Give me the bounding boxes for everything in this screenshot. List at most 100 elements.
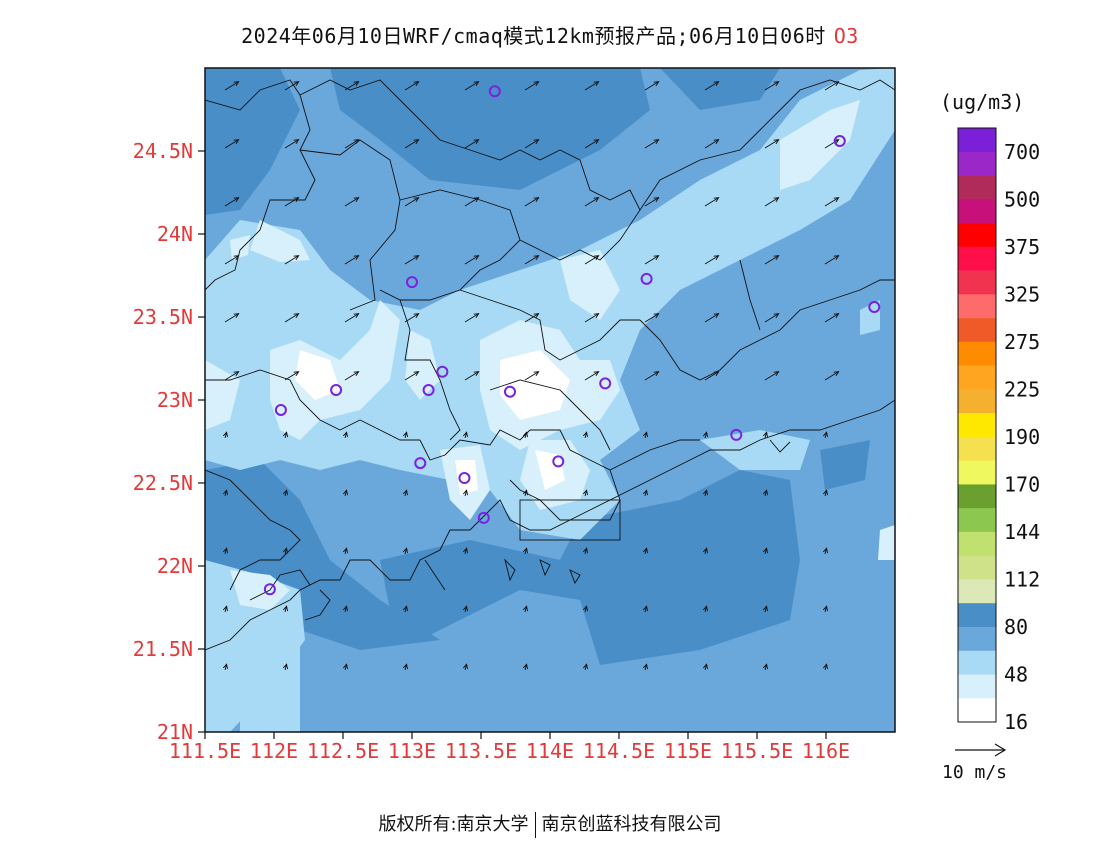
wind-arrow bbox=[344, 371, 360, 381]
wind-arrow bbox=[824, 197, 840, 207]
lat-tick-label: 23N bbox=[157, 388, 193, 412]
wind-arrow bbox=[522, 605, 528, 613]
wind-arrow bbox=[584, 371, 600, 381]
lat-tick-label: 23.5N bbox=[133, 305, 193, 329]
station-marker bbox=[406, 276, 418, 289]
colorbar-swatch bbox=[958, 579, 996, 604]
wind-arrow bbox=[464, 139, 480, 149]
station-marker bbox=[868, 301, 881, 314]
colorbar-label: 275 bbox=[1004, 330, 1040, 354]
lat-tick-label: 22N bbox=[157, 554, 193, 578]
wind-arrow bbox=[282, 547, 288, 555]
wind-arrow bbox=[584, 139, 600, 149]
company-text: 南京创蓝科技有限公司 bbox=[541, 814, 722, 835]
wind-arrow bbox=[644, 371, 660, 381]
wind-arrow bbox=[764, 81, 780, 91]
wind-arrow bbox=[582, 605, 588, 613]
colorbar-swatch bbox=[958, 294, 996, 319]
wind-arrow bbox=[644, 197, 660, 207]
colorbar-label: 225 bbox=[1004, 377, 1040, 401]
wind-arrow bbox=[222, 489, 228, 497]
wind-arrow bbox=[764, 139, 780, 149]
wind-arrow bbox=[822, 431, 828, 439]
wind-arrow bbox=[342, 605, 348, 613]
wind-arrow bbox=[404, 255, 420, 265]
wind-arrow bbox=[224, 139, 240, 149]
wind-arrow bbox=[644, 313, 660, 323]
wind-arrow bbox=[284, 313, 300, 323]
colorbar-swatch bbox=[958, 626, 996, 652]
wind-arrow bbox=[762, 605, 768, 613]
wind-arrow bbox=[822, 547, 828, 555]
colorbar-swatch bbox=[958, 531, 996, 556]
colorbar-label: 700 bbox=[1004, 140, 1040, 164]
wind-arrow bbox=[282, 605, 288, 613]
wind-arrow bbox=[584, 313, 600, 323]
colorbar-label: 112 bbox=[1004, 567, 1040, 591]
colorbar-swatch bbox=[958, 389, 996, 414]
wind-arrow bbox=[284, 371, 300, 381]
station-marker bbox=[414, 457, 427, 470]
wind-arrow bbox=[284, 81, 300, 91]
wind-arrow bbox=[342, 547, 348, 555]
wind-arrow bbox=[344, 139, 360, 149]
wind-arrow bbox=[704, 81, 720, 91]
station-marker bbox=[330, 384, 343, 397]
lon-tick-label: 113.5E bbox=[445, 739, 517, 763]
wind-arrow bbox=[644, 81, 660, 91]
wind-reference-arrow bbox=[955, 743, 1007, 757]
wind-arrow bbox=[644, 139, 660, 149]
wind-arrow bbox=[464, 197, 480, 207]
station-marker bbox=[599, 377, 612, 390]
wind-arrow bbox=[282, 431, 288, 439]
lon-tick-label: 115.5E bbox=[721, 739, 793, 763]
wind-arrow bbox=[522, 431, 528, 439]
colorbar-label: 16 bbox=[1004, 710, 1028, 734]
colorbar-swatch bbox=[958, 199, 996, 224]
colorbar-label: 170 bbox=[1004, 472, 1040, 496]
colorbar-unit: (ug/m3) bbox=[940, 90, 1025, 114]
wind-arrow bbox=[462, 489, 468, 497]
copyright-text: 版权所有:南京大学 bbox=[378, 814, 529, 835]
colorbar-swatch bbox=[958, 674, 996, 699]
lon-tick-label: 112E bbox=[250, 739, 298, 763]
colorbar-label: 80 bbox=[1004, 615, 1028, 639]
colorbar-swatch bbox=[958, 508, 996, 533]
lat-tick-label: 21.5N bbox=[133, 637, 193, 661]
colorbar-swatch bbox=[958, 413, 996, 438]
station-marker bbox=[263, 583, 276, 596]
colorbar-swatch bbox=[958, 436, 996, 461]
wind-arrow bbox=[344, 81, 360, 91]
pollutant-label: O3 bbox=[833, 24, 859, 48]
colorbar-label: 48 bbox=[1004, 662, 1028, 686]
colorbar-swatch bbox=[958, 698, 996, 723]
station-marker bbox=[436, 365, 449, 378]
wind-arrow bbox=[344, 197, 360, 207]
wind-arrow bbox=[222, 663, 228, 671]
footer-separator bbox=[534, 812, 536, 838]
station-marker bbox=[833, 135, 846, 148]
wind-arrow bbox=[222, 547, 228, 555]
wind-arrow bbox=[704, 371, 720, 381]
wind-arrow bbox=[404, 139, 420, 149]
wind-reference-label: 10 m/s bbox=[942, 762, 1008, 783]
colorbar: 700 500 375 325 275 225 190 170 144 112 80 48 16 bbox=[957, 127, 1040, 734]
colorbar-swatch bbox=[958, 151, 996, 176]
wind-arrow bbox=[642, 605, 648, 613]
wind-arrow bbox=[704, 255, 720, 265]
lat-tick-label: 24.5N bbox=[133, 139, 193, 163]
wind-arrow bbox=[764, 197, 780, 207]
wind-arrow bbox=[584, 81, 600, 91]
wind-arrow bbox=[642, 547, 648, 555]
wind-arrow bbox=[462, 431, 468, 439]
station-markers bbox=[263, 85, 881, 596]
wind-arrow bbox=[524, 81, 540, 91]
station-marker bbox=[422, 384, 435, 397]
wind-arrow bbox=[582, 431, 588, 439]
wind-arrow bbox=[282, 489, 288, 497]
wind-arrow bbox=[762, 489, 768, 497]
wind-arrow bbox=[462, 605, 468, 613]
title-text: 2024年06月10日WRF/cmaq模式12km预报产品;06月10日06时 bbox=[241, 24, 826, 48]
colorbar-swatch bbox=[958, 341, 996, 366]
